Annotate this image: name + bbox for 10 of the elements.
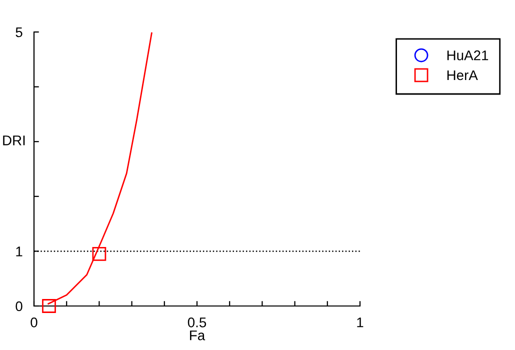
x-tick-label: 1: [357, 318, 364, 328]
legend-label: HuA21: [447, 50, 488, 60]
x-tick-label: 0.5: [188, 317, 206, 328]
y-tick-label: 1: [16, 246, 22, 256]
y-tick-label: 5: [16, 27, 22, 38]
x-tick-label: 0: [30, 317, 38, 328]
x-axis-title: Fa: [190, 330, 206, 340]
legend-label: HerA: [447, 70, 478, 80]
y-tick-label: 0: [16, 301, 22, 312]
y-axis-title: DRI: [3, 136, 25, 146]
